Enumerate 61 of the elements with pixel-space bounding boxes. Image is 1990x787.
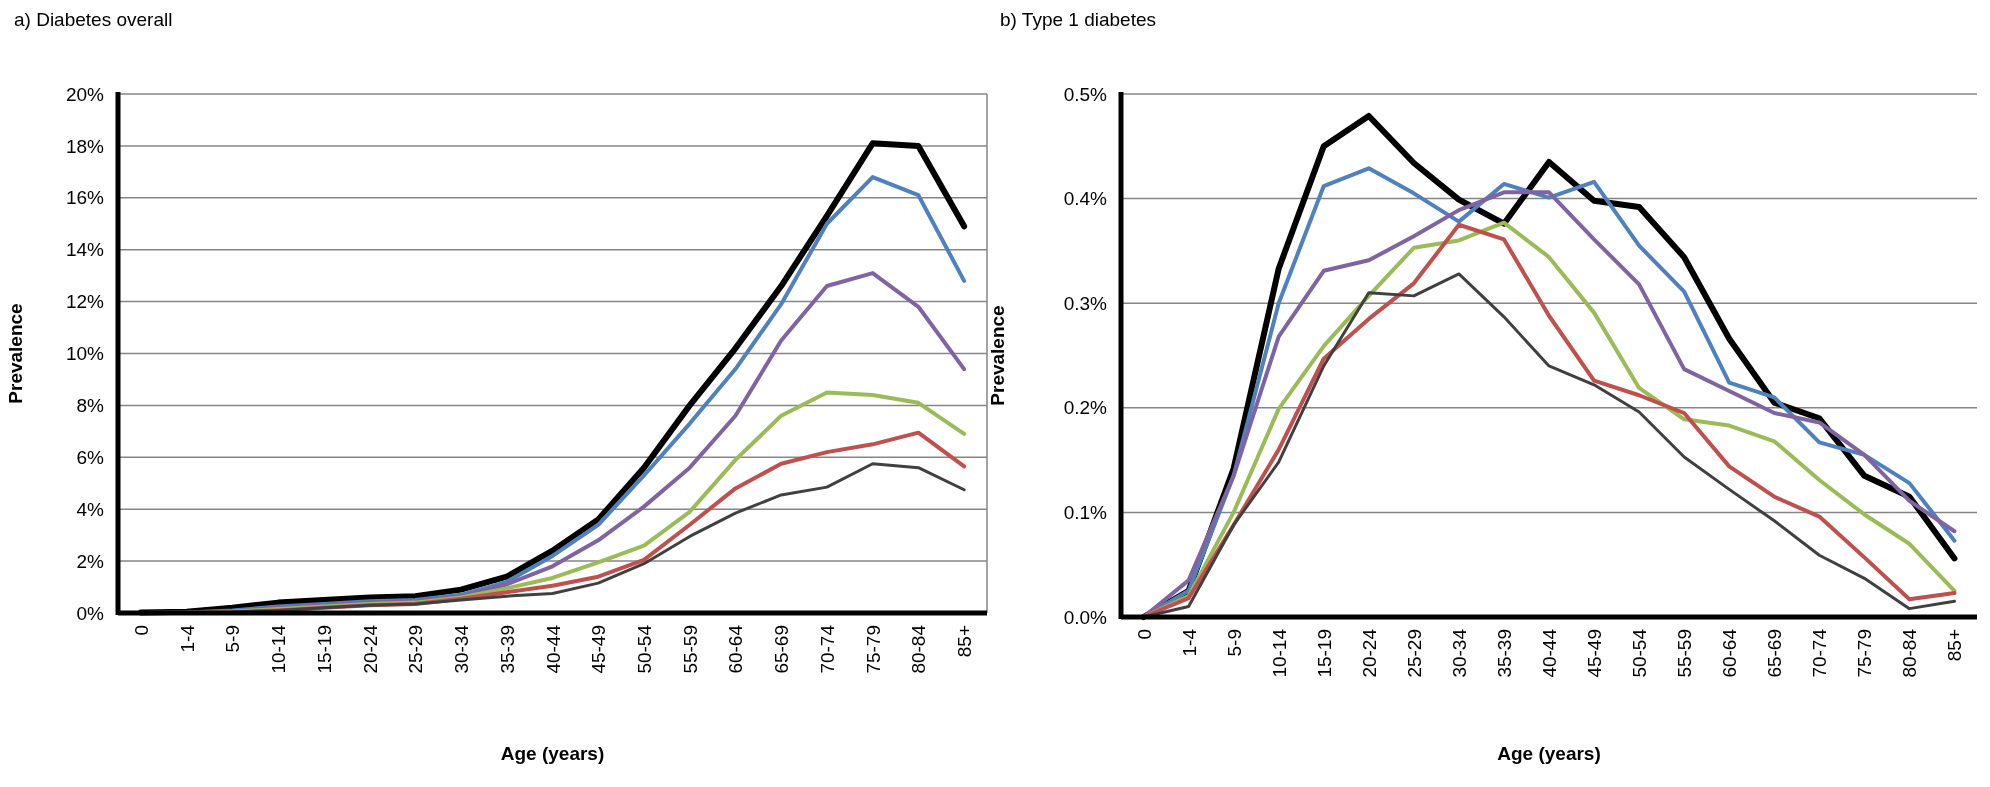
x-tick-label: 60-64 xyxy=(725,624,747,674)
x-tick-label: 0 xyxy=(1133,629,1155,640)
x-tick-label: 80-84 xyxy=(908,624,930,674)
y-tick-label: 12% xyxy=(65,291,105,313)
x-tick-label: 60-64 xyxy=(1719,628,1741,678)
x-tick-label: 75-79 xyxy=(862,625,884,674)
y-tick-label: 10% xyxy=(65,343,105,365)
x-tick-label: 50-54 xyxy=(1629,628,1651,678)
x-tick-label: 85+ xyxy=(1944,629,1966,662)
y-tick-label: 0% xyxy=(76,602,105,624)
y-tick-label: 0.0% xyxy=(1063,606,1108,628)
x-tick-label: 35-39 xyxy=(496,625,518,674)
x-tick-label: 25-29 xyxy=(405,625,427,674)
y-axis-title: Prevalence xyxy=(5,303,26,404)
y-tick-label: 0.1% xyxy=(1063,502,1108,524)
x-tick-label: 20-24 xyxy=(1358,628,1380,678)
x-tick-label: 80-84 xyxy=(1899,628,1921,678)
y-tick-label: 20% xyxy=(65,83,105,105)
x-tick-label: 25-29 xyxy=(1403,629,1425,678)
x-tick-label: 55-59 xyxy=(1674,629,1696,678)
y-tick-label: 0.4% xyxy=(1063,188,1108,210)
y-tick-label: 0.5% xyxy=(1063,83,1108,105)
y-tick-label: 18% xyxy=(65,135,105,157)
x-tick-label: 15-19 xyxy=(1313,629,1335,678)
x-tick-label: 85+ xyxy=(954,625,976,658)
x-tick-label: 1-4 xyxy=(176,624,198,653)
x-tick-label: 45-49 xyxy=(1584,629,1606,678)
chart-title: b) Type 1 diabetes xyxy=(1000,9,1156,30)
x-tick-label: 70-74 xyxy=(1809,628,1831,678)
y-tick-label: 16% xyxy=(65,187,105,209)
x-tick-label: 70-74 xyxy=(816,624,838,674)
x-tick-label: 0 xyxy=(130,625,152,636)
x-tick-label: 55-59 xyxy=(679,625,701,674)
x-tick-label: 65-69 xyxy=(771,625,793,674)
x-tick-label: 15-19 xyxy=(313,625,335,674)
y-tick-label: 6% xyxy=(76,446,105,468)
x-tick-label: 65-69 xyxy=(1764,629,1786,678)
y-axis-title: Prevalence xyxy=(987,305,1008,406)
x-tick-label: 30-34 xyxy=(451,624,473,674)
x-tick-label: 50-54 xyxy=(633,624,655,674)
x-tick-label: 1-4 xyxy=(1178,628,1200,657)
y-tick-label: 2% xyxy=(76,550,105,572)
x-tick-label: 40-44 xyxy=(1539,628,1560,678)
x-tick-label: 45-49 xyxy=(588,625,610,674)
x-tick-label: 5-9 xyxy=(222,625,244,653)
x-tick-label: 20-24 xyxy=(359,624,381,674)
x-tick-label: 10-14 xyxy=(1268,628,1290,678)
x-axis-title: Age (years) xyxy=(1497,743,1601,764)
y-tick-label: 8% xyxy=(76,395,105,417)
x-axis-title: Age (years) xyxy=(500,743,605,764)
x-tick-label: 30-34 xyxy=(1448,628,1470,678)
y-tick-label: 0.3% xyxy=(1063,292,1108,314)
y-tick-label: 4% xyxy=(76,498,105,520)
x-tick-label: 5-9 xyxy=(1223,629,1245,657)
x-tick-label: 40-44 xyxy=(542,624,564,674)
x-tick-label: 75-79 xyxy=(1854,629,1876,678)
y-tick-label: 14% xyxy=(65,239,105,261)
x-tick-label: 35-39 xyxy=(1493,629,1515,678)
x-tick-label: 10-14 xyxy=(268,624,290,674)
chart-title: a) Diabetes overall xyxy=(14,9,173,30)
y-tick-label: 0.2% xyxy=(1063,397,1108,419)
